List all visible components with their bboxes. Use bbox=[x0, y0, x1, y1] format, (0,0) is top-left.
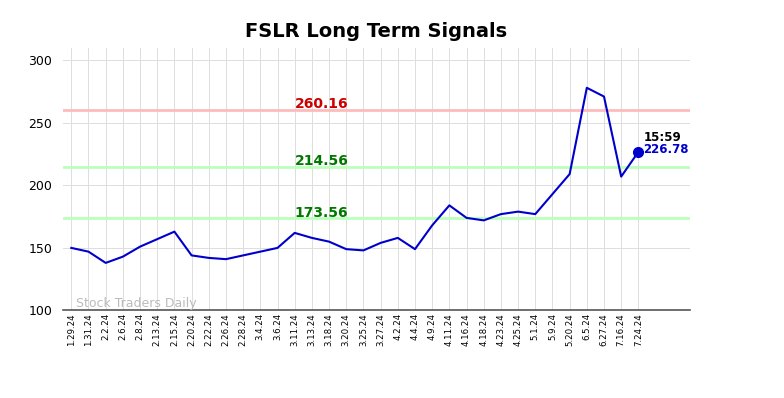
Text: 173.56: 173.56 bbox=[295, 205, 348, 220]
Title: FSLR Long Term Signals: FSLR Long Term Signals bbox=[245, 21, 507, 41]
Text: 214.56: 214.56 bbox=[295, 154, 349, 168]
Text: 15:59: 15:59 bbox=[644, 131, 681, 144]
Text: Stock Traders Daily: Stock Traders Daily bbox=[77, 297, 197, 310]
Text: 226.78: 226.78 bbox=[644, 143, 689, 156]
Text: 260.16: 260.16 bbox=[295, 97, 348, 111]
